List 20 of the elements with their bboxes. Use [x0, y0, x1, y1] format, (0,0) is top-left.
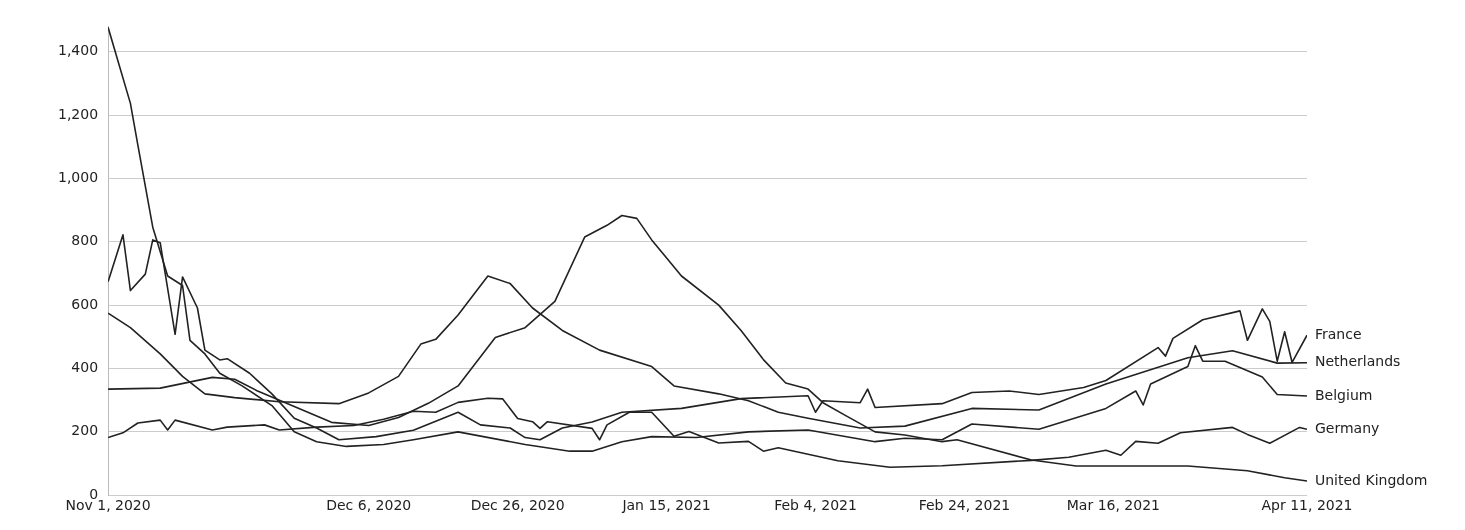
y-tick-label: 600 [71, 295, 99, 312]
x-tick-label: Mar 16, 2021 [1066, 497, 1160, 514]
x-tick-label: Apr 11, 2021 [1261, 497, 1353, 514]
series-label: United Kingdom [1315, 471, 1428, 488]
y-tick-label: 800 [71, 232, 99, 249]
series-label: Belgium [1315, 386, 1373, 403]
y-tick-label: 1,400 [57, 42, 99, 59]
series-label: Germany [1315, 419, 1380, 436]
y-tick-label: 0 [89, 485, 99, 502]
x-tick-label: Feb 4, 2021 [774, 497, 857, 514]
y-tick-label: 400 [71, 359, 99, 376]
y-tick-label: 1,200 [57, 105, 99, 122]
x-tick-label: Dec 26, 2020 [470, 497, 565, 514]
y-tick-label: 200 [71, 422, 99, 439]
y-tick-label: 1,000 [57, 169, 99, 186]
series-label: France [1315, 325, 1362, 342]
x-tick-label: Jan 15, 2021 [621, 497, 711, 514]
x-tick-label: Dec 6, 2020 [326, 497, 412, 514]
series-label: Netherlands [1315, 353, 1401, 370]
x-tick-label: Feb 24, 2021 [918, 497, 1011, 514]
